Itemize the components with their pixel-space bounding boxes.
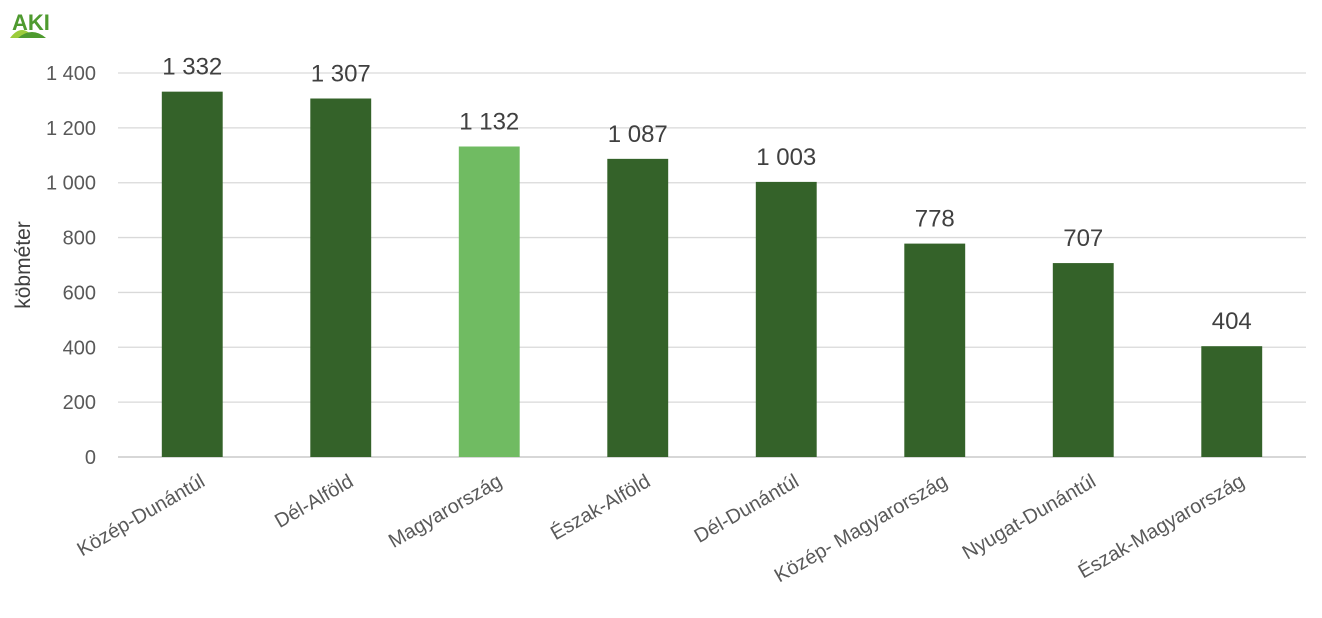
x-tick-label: Észak-Alföld (546, 469, 654, 544)
logo-text: AKI (12, 10, 50, 35)
y-axis-label: köbméter (12, 221, 35, 309)
bar (1201, 346, 1263, 457)
x-tick-label: Közép-Dunántúl (74, 470, 209, 561)
y-tick-label: 0 (85, 447, 96, 469)
y-tick-label: 1 400 (46, 63, 96, 85)
y-tick-label: 400 (63, 337, 96, 359)
bar (755, 181, 817, 458)
bar (607, 158, 669, 457)
x-tick-label: Nyugat-Dunántúl (959, 470, 1100, 564)
data-label: 1 003 (756, 144, 816, 171)
y-tick-label: 600 (63, 282, 96, 304)
value-labels: 1 332 1 307 1 132 1 087 1 003 778 707 404 (162, 54, 1252, 336)
x-tick-label: Észak-Magyarország (1074, 469, 1248, 583)
data-label: 707 (1063, 225, 1103, 252)
x-tick-label: Dél-Alföld (271, 470, 357, 532)
bar (310, 98, 372, 457)
x-tick-label: Magyarország (385, 470, 506, 552)
data-label: 778 (915, 206, 955, 233)
x-tick-label: Dél-Dunántúl (691, 470, 803, 547)
grid-lines (118, 72, 1306, 458)
logo-hill-dark-icon (18, 32, 46, 38)
data-label: 1 132 (459, 109, 519, 136)
bar (904, 243, 966, 457)
aki-logo: AKI (10, 10, 50, 38)
y-tick-label: 1 000 (46, 173, 96, 195)
bar (458, 146, 520, 457)
bars (161, 91, 1263, 458)
y-tick-label: 800 (63, 228, 96, 250)
y-tick-labels: 0 200 400 600 800 1 000 1 200 1 400 (46, 63, 96, 469)
data-label: 1 087 (608, 121, 668, 148)
x-tick-labels: Közép-Dunántúl Dél-Alföld Magyarország Észa… (74, 469, 1249, 587)
data-label: 1 332 (162, 54, 222, 81)
bar (161, 91, 223, 457)
y-tick-label: 200 (63, 392, 96, 414)
y-tick-label: 1 200 (46, 118, 96, 140)
data-label: 1 307 (311, 61, 371, 88)
data-label: 404 (1212, 308, 1252, 335)
bar (1052, 263, 1114, 457)
